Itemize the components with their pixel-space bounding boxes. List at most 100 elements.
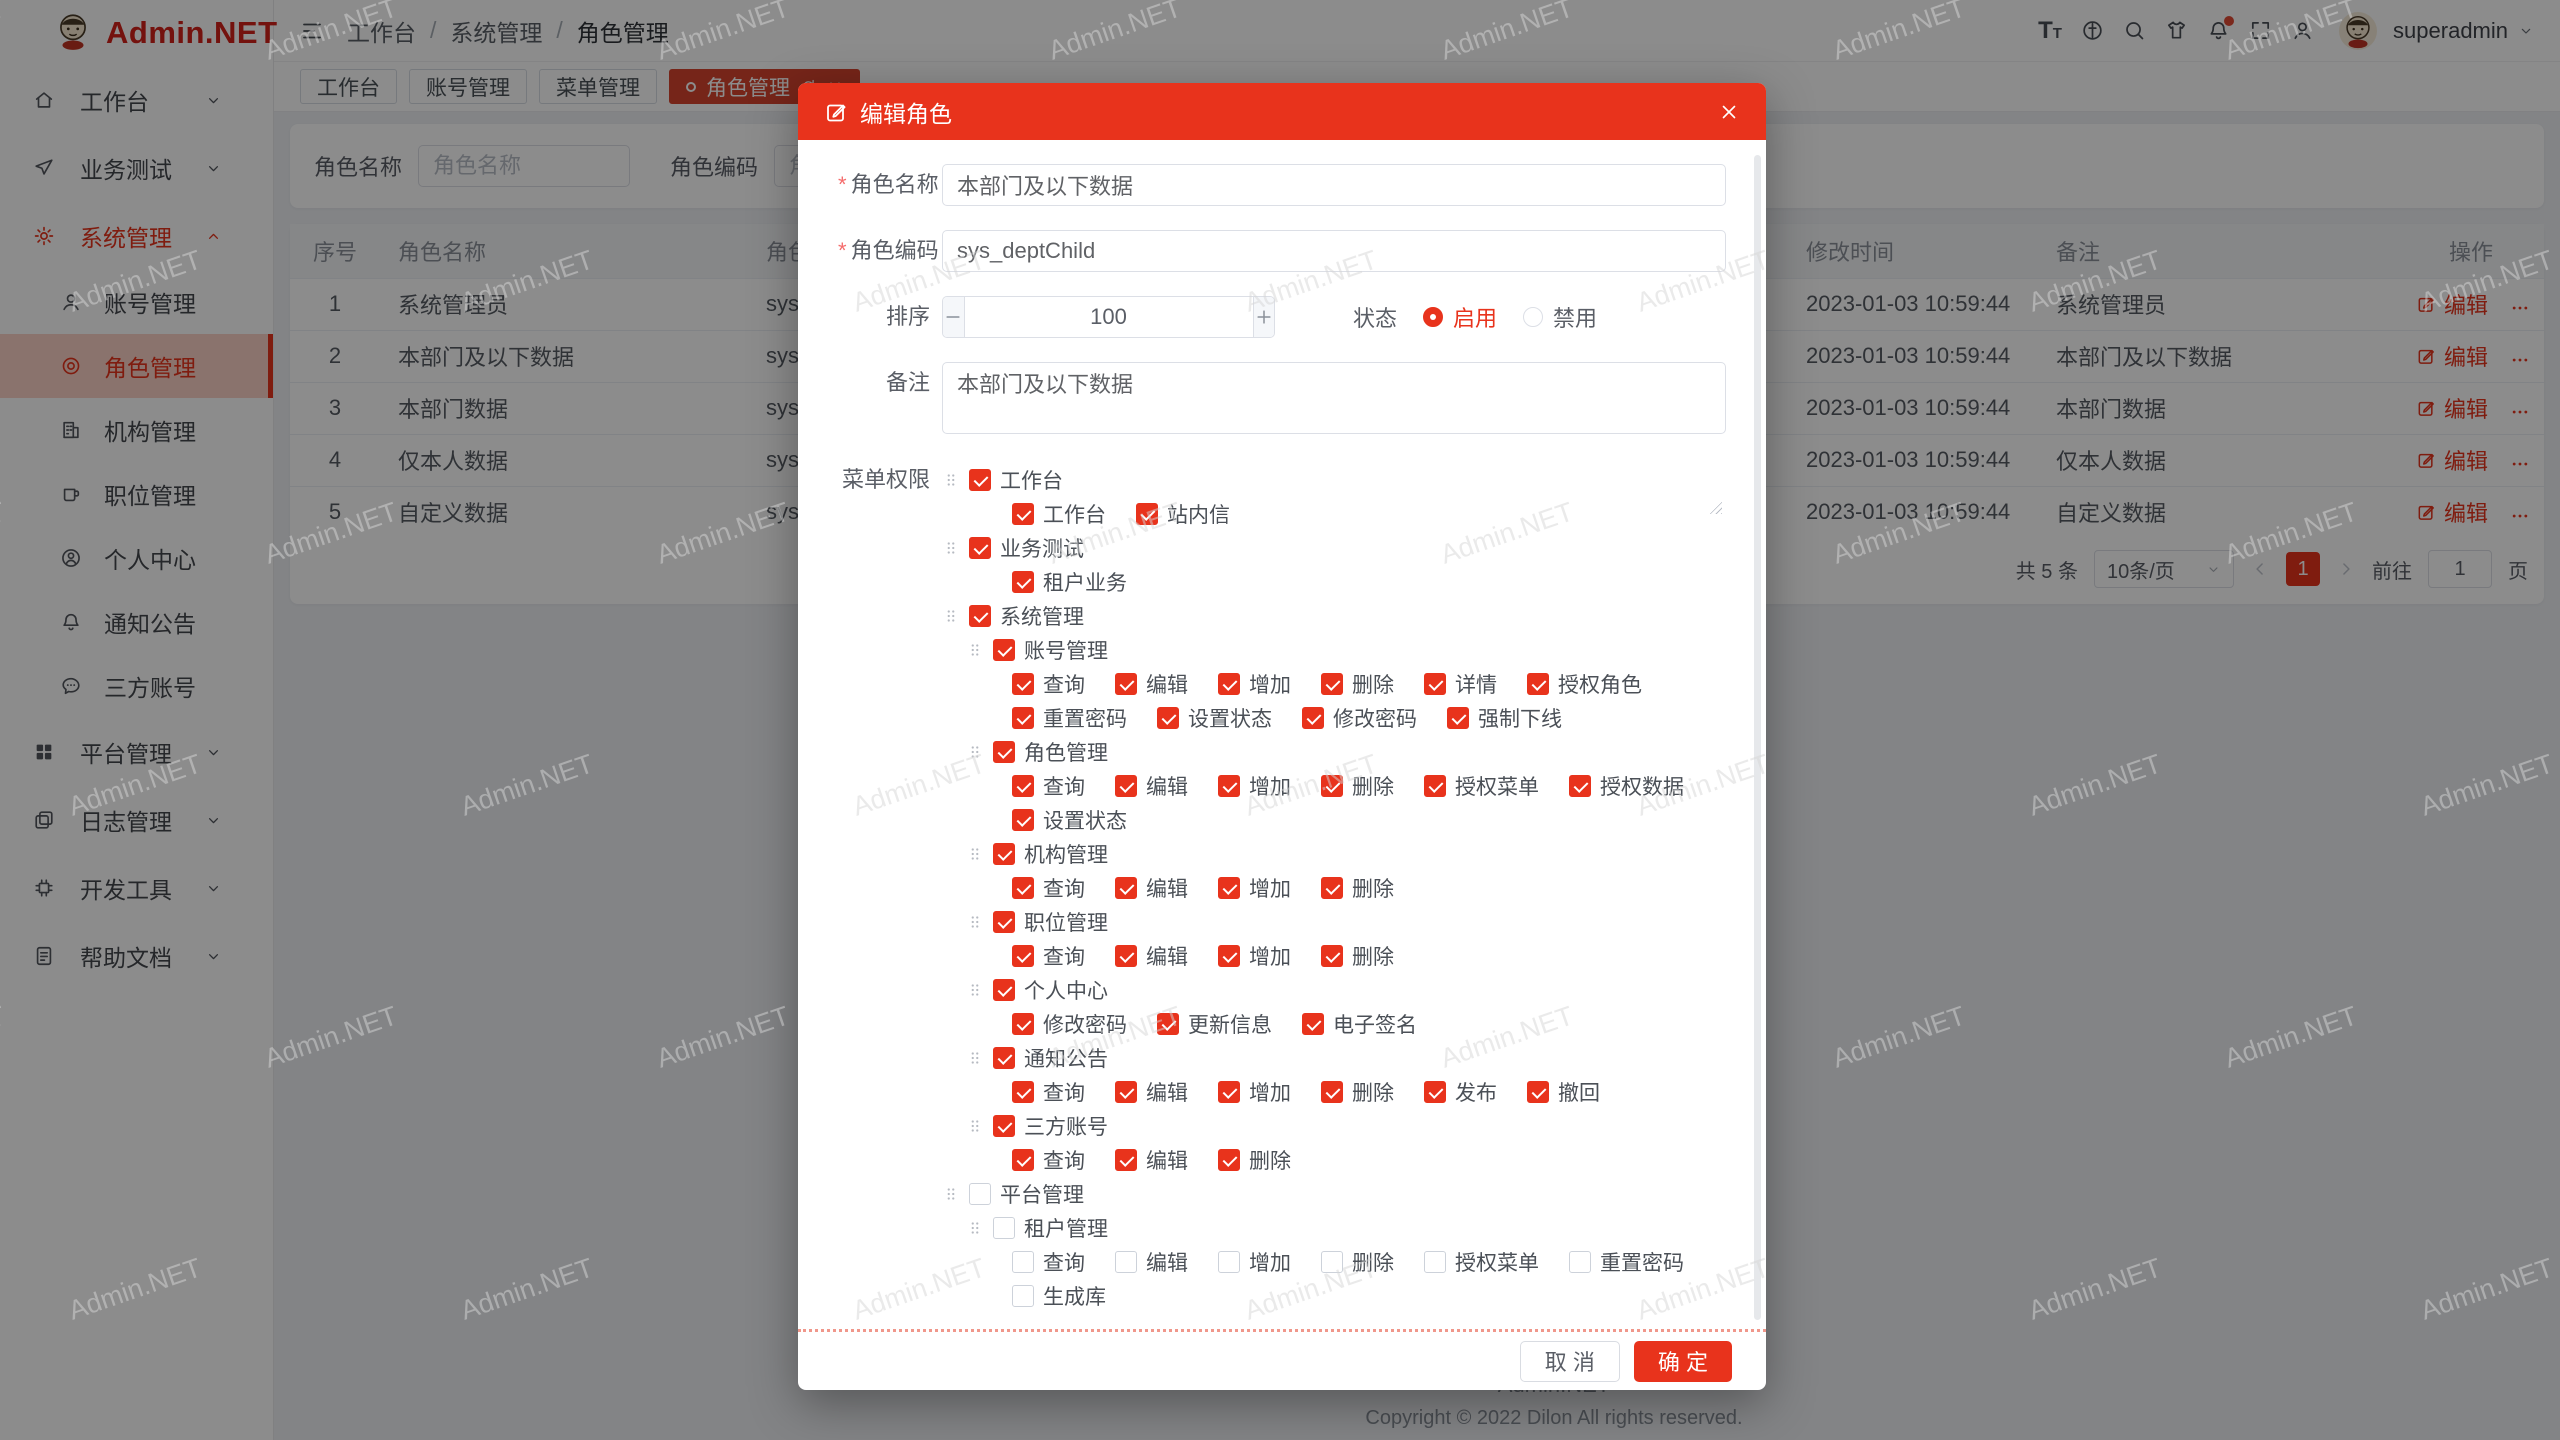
stepper-increase-button[interactable]: [1252, 297, 1274, 337]
permission-checkbox-item[interactable]: 编辑: [1115, 1245, 1188, 1279]
drag-handle-icon[interactable]: [942, 1185, 960, 1203]
sidebar-item-business-test[interactable]: 业务测试: [0, 134, 273, 202]
permission-checkbox-item[interactable]: 删除: [1321, 871, 1394, 905]
sidebar-item-dev-tools[interactable]: 开发工具: [0, 854, 273, 922]
permission-checkbox-item[interactable]: 查询: [1012, 769, 1085, 803]
permission-checkbox-item[interactable]: 增加: [1218, 667, 1291, 701]
permission-checkbox-item[interactable]: 增加: [1218, 1075, 1291, 1109]
drag-handle-icon[interactable]: [966, 913, 984, 931]
status-radio-disabled[interactable]: 禁用: [1523, 301, 1597, 333]
tree-node-checkbox[interactable]: [993, 1115, 1015, 1137]
tree-node[interactable]: 平台管理: [942, 1177, 1726, 1211]
row-more-button[interactable]: [2510, 402, 2530, 422]
sidebar-item-account-manage[interactable]: 账号管理: [0, 270, 273, 334]
font-size-button[interactable]: TT: [2029, 9, 2071, 53]
drag-handle-icon[interactable]: [966, 981, 984, 999]
page-number-button[interactable]: 1: [2286, 552, 2320, 586]
row-edit-button[interactable]: 编辑: [2416, 444, 2488, 476]
sidebar-item-role-manage[interactable]: 角色管理: [0, 334, 273, 398]
stepper-decrease-button[interactable]: [943, 297, 965, 337]
theme-button[interactable]: [2155, 9, 2197, 53]
permission-checkbox-item[interactable]: 查询: [1012, 1143, 1085, 1177]
tree-node-checkbox[interactable]: [993, 639, 1015, 661]
tab-workbench[interactable]: 工作台: [300, 69, 397, 104]
tree-node-checkbox[interactable]: [969, 537, 991, 559]
permission-checkbox-item[interactable]: 删除: [1321, 769, 1394, 803]
tree-node-checkbox[interactable]: [993, 843, 1015, 865]
row-edit-button[interactable]: 编辑: [2416, 496, 2488, 528]
user-menu-chevron-icon[interactable]: [2518, 23, 2534, 39]
permission-checkbox-item[interactable]: 编辑: [1115, 667, 1188, 701]
tree-node[interactable]: 三方账号: [942, 1109, 1726, 1143]
username[interactable]: superadmin: [2393, 17, 2508, 43]
row-more-button[interactable]: [2510, 506, 2530, 526]
tree-node[interactable]: 账号管理: [942, 633, 1726, 667]
drag-handle-icon[interactable]: [966, 743, 984, 761]
remark-textarea[interactable]: 本部门及以下数据: [942, 362, 1726, 434]
confirm-button[interactable]: 确 定: [1633, 1340, 1732, 1382]
row-edit-button[interactable]: 编辑: [2416, 288, 2488, 320]
permission-checkbox-item[interactable]: 租户业务: [1012, 565, 1127, 599]
row-edit-button[interactable]: 编辑: [2416, 340, 2488, 372]
drag-handle-icon[interactable]: [966, 1117, 984, 1135]
sidebar-item-notice[interactable]: 通知公告: [0, 590, 273, 654]
search-name-input[interactable]: [418, 145, 631, 187]
sidebar-item-log-manage[interactable]: 日志管理: [0, 786, 273, 854]
permission-checkbox-item[interactable]: 授权角色: [1527, 667, 1642, 701]
tree-node[interactable]: 职位管理: [942, 905, 1726, 939]
tree-node[interactable]: 业务测试: [942, 531, 1726, 565]
tab-account[interactable]: 账号管理: [409, 69, 527, 104]
dialog-scrollbar[interactable]: [1754, 155, 1761, 1320]
drag-handle-icon[interactable]: [942, 471, 960, 489]
user-button[interactable]: [2281, 9, 2323, 53]
tree-node[interactable]: 租户管理: [942, 1211, 1726, 1245]
dialog-close-icon[interactable]: [1718, 101, 1740, 123]
tree-node-checkbox[interactable]: [969, 1183, 991, 1205]
drag-handle-icon[interactable]: [966, 641, 984, 659]
permission-checkbox-item[interactable]: 设置状态: [1157, 701, 1272, 735]
tree-node-checkbox[interactable]: [993, 979, 1015, 1001]
tree-node-checkbox[interactable]: [993, 741, 1015, 763]
drag-handle-icon[interactable]: [966, 845, 984, 863]
bell-button[interactable]: [2197, 9, 2239, 53]
row-edit-button[interactable]: 编辑: [2416, 392, 2488, 424]
sidebar-item-profile-center[interactable]: 个人中心: [0, 526, 273, 590]
breadcrumb-item[interactable]: 工作台: [347, 19, 416, 46]
page-size-select[interactable]: 10条/页: [2094, 550, 2234, 588]
permission-checkbox-item[interactable]: 删除: [1321, 1075, 1394, 1109]
permission-checkbox-item[interactable]: 增加: [1218, 939, 1291, 973]
permission-checkbox-item[interactable]: 重置密码: [1569, 1245, 1684, 1279]
permission-checkbox-item[interactable]: 撤回: [1527, 1075, 1600, 1109]
tree-node[interactable]: 角色管理: [942, 735, 1726, 769]
permission-checkbox-item[interactable]: 更新信息: [1157, 1007, 1272, 1041]
permission-checkbox-item[interactable]: 发布: [1424, 1075, 1497, 1109]
permission-checkbox-item[interactable]: 工作台: [1012, 497, 1106, 531]
permission-checkbox-item[interactable]: 编辑: [1115, 939, 1188, 973]
drag-handle-icon[interactable]: [966, 1049, 984, 1067]
sidebar-item-platform-manage[interactable]: 平台管理: [0, 718, 273, 786]
permission-checkbox-item[interactable]: 站内信: [1136, 497, 1230, 531]
permission-checkbox-item[interactable]: 电子签名: [1302, 1007, 1417, 1041]
permission-checkbox-item[interactable]: 删除: [1218, 1143, 1291, 1177]
avatar[interactable]: [2339, 11, 2378, 50]
permission-checkbox-item[interactable]: 授权菜单: [1424, 769, 1539, 803]
permission-checkbox-item[interactable]: 详情: [1424, 667, 1497, 701]
tree-node[interactable]: 个人中心: [942, 973, 1726, 1007]
status-radio-enabled[interactable]: 启用: [1423, 301, 1497, 333]
sort-input[interactable]: [964, 297, 1253, 337]
row-more-button[interactable]: [2510, 298, 2530, 318]
role-code-input[interactable]: [942, 230, 1726, 272]
permission-checkbox-item[interactable]: 查询: [1012, 871, 1085, 905]
row-more-button[interactable]: [2510, 350, 2530, 370]
next-page-button[interactable]: [2336, 559, 2356, 579]
cancel-button[interactable]: 取 消: [1519, 1340, 1620, 1382]
collapse-menu-icon[interactable]: [300, 19, 324, 43]
permission-checkbox-item[interactable]: 修改密码: [1302, 701, 1417, 735]
permission-checkbox-item[interactable]: 删除: [1321, 667, 1394, 701]
sidebar-item-org-manage[interactable]: 机构管理: [0, 398, 273, 462]
tab-menu[interactable]: 菜单管理: [539, 69, 657, 104]
sidebar-item-position-manage[interactable]: 职位管理: [0, 462, 273, 526]
permission-checkbox-item[interactable]: 编辑: [1115, 1075, 1188, 1109]
breadcrumb-item[interactable]: 系统管理: [450, 19, 543, 46]
fullscreen-button[interactable]: [2239, 9, 2281, 53]
